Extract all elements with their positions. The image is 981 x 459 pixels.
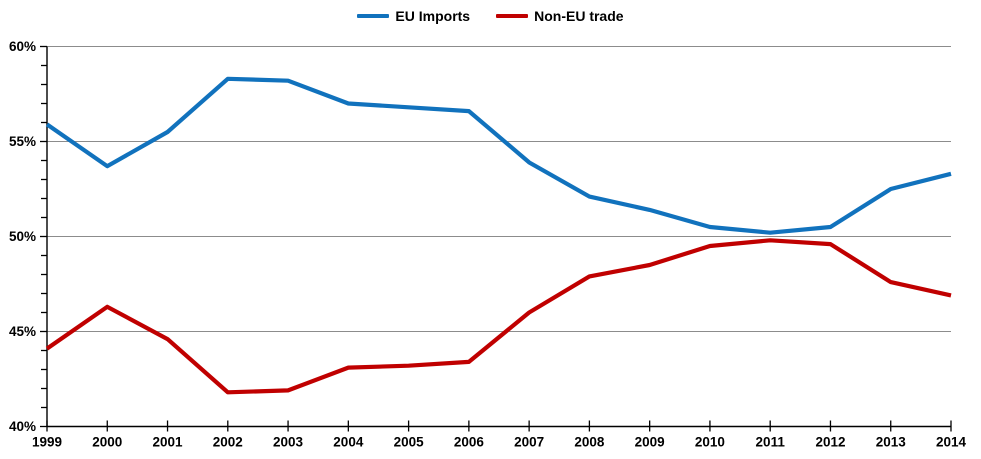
x-tick-label: 2011	[756, 435, 786, 450]
eu-imports-line-swatch	[357, 14, 390, 18]
legend-item-non-eu-trade: Non-EU trade	[496, 8, 624, 24]
y-tick-label: 60%	[9, 39, 36, 54]
y-tick-label: 55%	[9, 134, 36, 149]
x-tick-label: 2001	[153, 435, 184, 450]
x-tick-label: 2012	[815, 435, 845, 450]
non-eu-trade-line-swatch	[496, 14, 529, 18]
x-tick-label: 2003	[273, 435, 304, 450]
x-tick-label: 2008	[574, 435, 605, 450]
x-tick-label: 2004	[333, 435, 364, 450]
legend-item-eu-imports: EU Imports	[357, 8, 470, 24]
x-tick-label: 1999	[32, 435, 62, 450]
x-tick-label: 2007	[514, 435, 544, 450]
x-tick-label: 2009	[635, 435, 665, 450]
x-tick-label: 2010	[695, 435, 725, 450]
legend-label-eu-imports: EU Imports	[395, 8, 471, 24]
y-tick-label: 50%	[9, 229, 36, 244]
x-tick-label: 2006	[454, 435, 485, 450]
legend-label-non-eu-trade: Non-EU trade	[534, 8, 624, 24]
x-tick-label: 2013	[876, 435, 907, 450]
chart-legend: EU Imports Non-EU trade	[0, 8, 981, 24]
x-tick-label: 2002	[213, 435, 243, 450]
y-tick-label: 45%	[9, 324, 36, 339]
x-tick-label: 2000	[92, 435, 122, 450]
x-tick-label: 2005	[394, 435, 425, 450]
x-tick-label: 2014	[936, 435, 967, 450]
series-line-eu-imports	[45, 76, 952, 235]
series-line-non-eu-trade	[45, 238, 952, 395]
y-tick-label: 40%	[9, 419, 36, 434]
